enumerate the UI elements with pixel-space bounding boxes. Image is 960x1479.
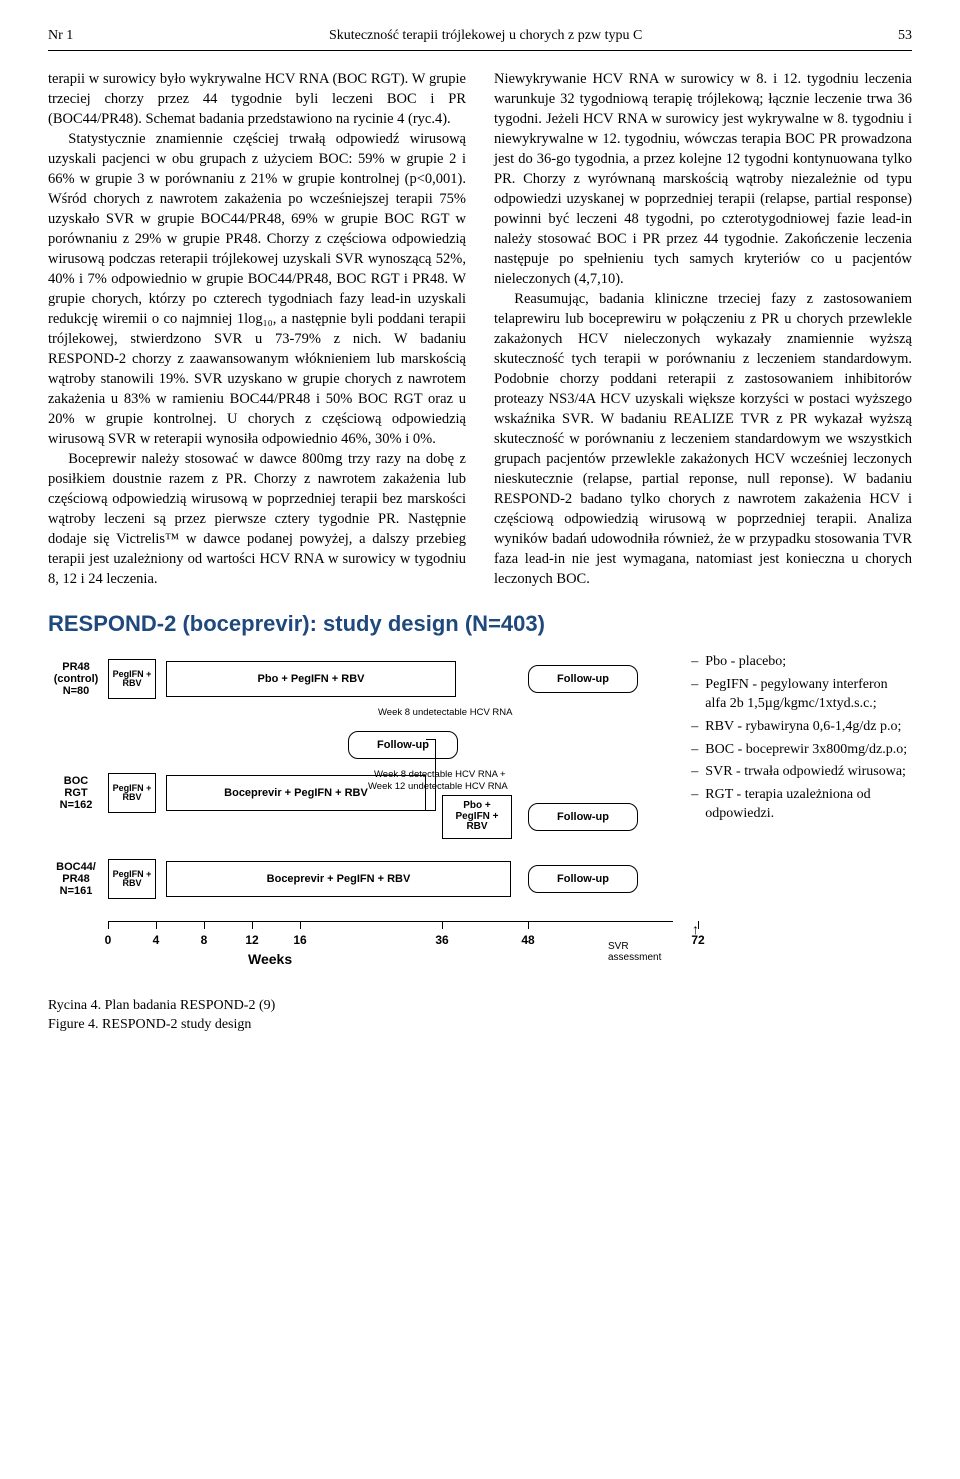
- arm2-followup-top: Follow-up: [348, 731, 458, 759]
- ticklbl-8: 8: [194, 933, 214, 947]
- x-axis: [108, 921, 673, 922]
- tick-48: [528, 921, 529, 929]
- ticklbl-12: 12: [242, 933, 262, 947]
- arm1-phase: Pbo + PegIFN + RBV: [166, 661, 456, 697]
- figure-legend: –Pbo - placebo; –PegIFN - pegylowany int…: [691, 653, 912, 828]
- legend-1: PegIFN - pegylowany interferon alfa 2b 1…: [705, 676, 912, 714]
- tick-0: [108, 921, 109, 929]
- arm2-leadin: PegIFN + RBV: [108, 773, 156, 813]
- arm1-label: PR48 (control) N=80: [48, 661, 104, 697]
- dash-icon: –: [691, 653, 705, 672]
- header-page: 53: [898, 28, 912, 44]
- ticklbl-48: 48: [518, 933, 538, 947]
- x-axis-label: Weeks: [248, 951, 292, 967]
- anno-week8-undetect: Week 8 undetectable HCV RNA: [378, 707, 512, 718]
- arm3-followup: Follow-up: [528, 865, 638, 893]
- ticklbl-0: 0: [98, 933, 118, 947]
- arm1-followup: Follow-up: [528, 665, 638, 693]
- dash-icon: –: [691, 676, 705, 695]
- arm2-pbo-stack: Pbo + PegIFN + RBV: [442, 795, 512, 839]
- para-r-1: Reasumując, badania kliniczne trzeciej f…: [494, 289, 912, 589]
- anno-week12-undetect: Week 12 undetectable HCV RNA: [368, 781, 508, 792]
- para-l-1: Statystycznie znamiennie częściej trwałą…: [48, 129, 466, 449]
- arm3-phase: Boceprevir + PegIFN + RBV: [166, 861, 511, 897]
- tick-16: [300, 921, 301, 929]
- ticklbl-16: 16: [290, 933, 310, 947]
- body-columns: terapii w surowicy było wykrywalne HCV R…: [48, 69, 912, 589]
- arm2-label: BOC RGT N=162: [48, 775, 104, 811]
- anno-week8-detect: Week 8 detectable HCV RNA +: [374, 769, 506, 780]
- dash-icon: –: [691, 741, 705, 760]
- para-r-0: Niewykrywanie HCV RNA w surowicy w 8. i …: [494, 69, 912, 289]
- running-header: Nr 1 Skuteczność terapii trójlekowej u c…: [48, 28, 912, 51]
- arm1-leadin: PegIFN + RBV: [108, 659, 156, 699]
- header-title: Skuteczność terapii trójlekowej u choryc…: [329, 28, 642, 44]
- legend-4: SVR - trwała odpowiedź wirusowa;: [705, 763, 912, 782]
- figure-4: RESPOND-2 (boceprevir): study design (N=…: [48, 611, 912, 1035]
- figure-title: RESPOND-2 (boceprevir): study design (N=…: [48, 611, 912, 637]
- svr-assessment-note: SVR assessment: [608, 941, 673, 963]
- dash-icon: –: [691, 718, 705, 737]
- header-nr: Nr 1: [48, 28, 73, 44]
- legend-2: RBV - rybawiryna 0,6-1,4g/dz p.o;: [705, 718, 912, 737]
- arm3-leadin: PegIFN + RBV: [108, 859, 156, 899]
- para-l-2: Boceprewir należy stosować w dawce 800mg…: [48, 449, 466, 589]
- legend-5: RGT - terapia uzależniona od odpowiedzi.: [705, 786, 912, 824]
- ticklbl-36: 36: [432, 933, 452, 947]
- svr-arrow-icon: ↑: [692, 921, 699, 937]
- rgt-bracket: [426, 739, 436, 811]
- tick-4: [156, 921, 157, 929]
- dash-icon: –: [691, 763, 705, 782]
- tick-12: [252, 921, 253, 929]
- caption-pl: Rycina 4. Plan badania RESPOND-2 (9): [48, 997, 912, 1016]
- ticklbl-4: 4: [146, 933, 166, 947]
- legend-3: BOC - boceprewir 3x800mg/dz.p.o;: [705, 741, 912, 760]
- arm2-followup-right: Follow-up: [528, 803, 638, 831]
- arm3-label: BOC44/ PR48 N=161: [48, 861, 104, 897]
- para-l-0: terapii w surowicy było wykrywalne HCV R…: [48, 69, 466, 129]
- study-design-chart: PR48 (control) N=80 PegIFN + RBV Pbo + P…: [48, 653, 673, 983]
- tick-8: [204, 921, 205, 929]
- caption-en: Figure 4. RESPOND-2 study design: [48, 1016, 912, 1035]
- figure-caption: Rycina 4. Plan badania RESPOND-2 (9) Fig…: [48, 997, 912, 1035]
- legend-0: Pbo - placebo;: [705, 653, 912, 672]
- dash-icon: –: [691, 786, 705, 805]
- tick-36: [442, 921, 443, 929]
